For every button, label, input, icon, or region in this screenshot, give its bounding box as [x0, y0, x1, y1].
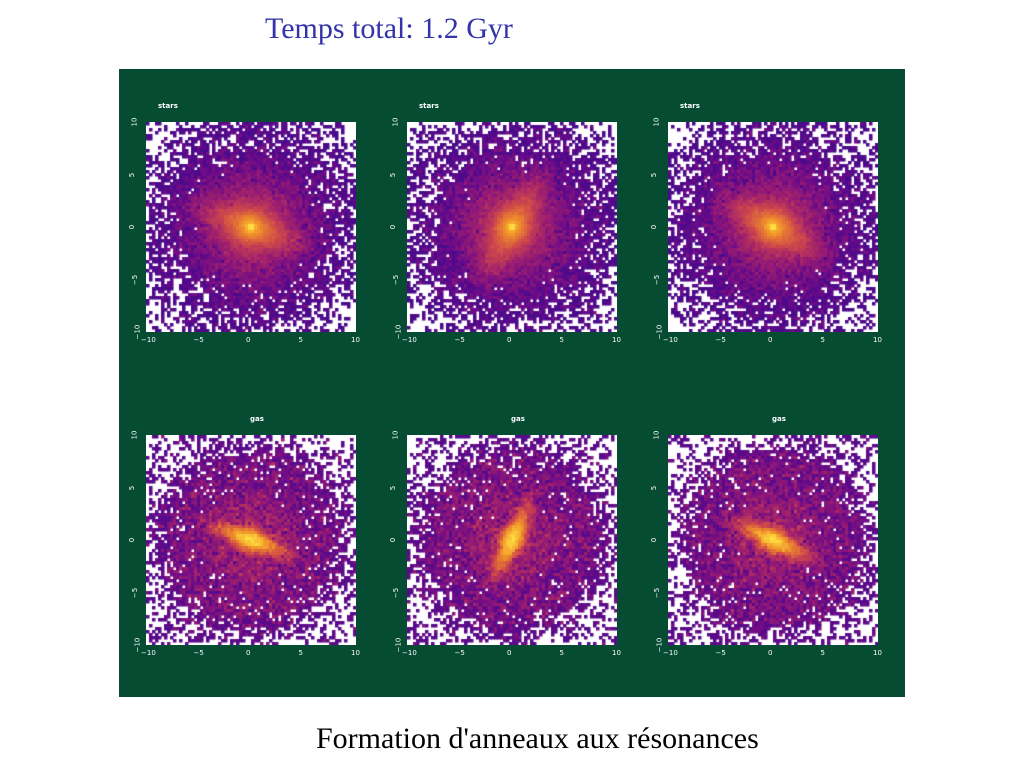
x-tick-label: 10 [612, 649, 621, 657]
x-tick-label: 5 [298, 649, 303, 657]
x-tick-label: 0 [768, 649, 773, 657]
x-tick-label: −5 [715, 336, 726, 344]
x-tick-label: 5 [298, 336, 303, 344]
density-canvas [668, 435, 878, 645]
x-tick-label: 10 [351, 336, 360, 344]
subplot-gas-2: gas −10 −5 0 5 10 −10 −5 0 5 10 [389, 415, 647, 715]
x-tick-label: −10 [402, 649, 417, 657]
x-tick-label: −5 [193, 336, 204, 344]
x-tick-label: 0 [507, 336, 512, 344]
density-map [668, 435, 878, 645]
x-tick-label: 10 [351, 649, 360, 657]
x-tick-label: 5 [820, 649, 825, 657]
y-tick-label: 10 [652, 430, 661, 440]
density-canvas [407, 122, 617, 332]
x-tick-label: −10 [663, 336, 678, 344]
y-tick-label: −10 [133, 324, 142, 340]
y-tick-label: 5 [389, 172, 398, 177]
x-tick-label: −5 [715, 649, 726, 657]
subplot-title: gas [772, 415, 786, 423]
simulation-figure: stars −10 −5 0 5 10 −10 −5 0 5 10 stars −10 −5 0 5 10… [119, 69, 905, 697]
x-tick-label: −5 [454, 336, 465, 344]
subplot-title: stars [419, 102, 439, 110]
y-tick-label: 0 [128, 537, 137, 543]
y-tick-label: 5 [389, 485, 398, 490]
y-tick-label: −5 [131, 587, 140, 598]
subplot-stars-2: stars −10 −5 0 5 10 −10 −5 0 5 10 [389, 102, 647, 402]
density-map [407, 435, 617, 645]
y-tick-label: −10 [655, 637, 664, 653]
y-tick-label: 10 [391, 430, 400, 440]
density-map [668, 122, 878, 332]
density-map [146, 435, 356, 645]
subplot-gas-3: gas −10 −5 0 5 10 −10 −5 0 5 10 [650, 415, 908, 715]
y-tick-label: 5 [128, 172, 137, 177]
x-tick-label: −5 [454, 649, 465, 657]
y-tick-label: −10 [655, 324, 664, 340]
x-tick-label: 5 [559, 336, 564, 344]
x-tick-label: 0 [507, 649, 512, 657]
subplot-title: gas [511, 415, 525, 423]
y-tick-label: 10 [130, 430, 139, 440]
x-tick-label: 0 [246, 649, 251, 657]
y-tick-label: −5 [653, 587, 662, 598]
x-tick-label: −10 [141, 649, 156, 657]
y-tick-label: 0 [128, 224, 137, 230]
x-tick-label: 0 [246, 336, 251, 344]
density-canvas [146, 122, 356, 332]
y-tick-label: −5 [392, 274, 401, 285]
y-tick-label: 0 [650, 537, 659, 543]
density-canvas [407, 435, 617, 645]
y-tick-label: 5 [650, 485, 659, 490]
y-tick-label: 10 [652, 117, 661, 127]
y-tick-label: 5 [128, 485, 137, 490]
density-map [407, 122, 617, 332]
y-tick-label: 0 [389, 537, 398, 543]
y-tick-label: 0 [389, 224, 398, 230]
subplot-title: stars [158, 102, 178, 110]
subplot-title: gas [250, 415, 264, 423]
y-tick-label: −5 [653, 274, 662, 285]
density-canvas [146, 435, 356, 645]
x-tick-label: 5 [820, 336, 825, 344]
y-tick-label: 10 [130, 117, 139, 127]
density-canvas [668, 122, 878, 332]
x-tick-label: −5 [193, 649, 204, 657]
x-tick-label: 10 [873, 649, 882, 657]
y-tick-label: 10 [391, 117, 400, 127]
y-tick-label: 5 [650, 172, 659, 177]
x-tick-label: −10 [402, 336, 417, 344]
y-tick-label: −10 [133, 637, 142, 653]
x-tick-label: −10 [663, 649, 678, 657]
y-tick-label: 0 [650, 224, 659, 230]
y-tick-label: −10 [394, 637, 403, 653]
slide-caption: Formation d'anneaux aux résonances [316, 722, 759, 755]
y-tick-label: −5 [131, 274, 140, 285]
x-tick-label: 10 [873, 336, 882, 344]
subplot-gas-1: gas −10 −5 0 5 10 −10 −5 0 5 10 [128, 415, 386, 715]
subplot-title: stars [680, 102, 700, 110]
subplot-stars-1: stars −10 −5 0 5 10 −10 −5 0 5 10 [128, 102, 386, 402]
slide-title: Temps total: 1.2 Gyr [265, 12, 513, 45]
x-tick-label: 5 [559, 649, 564, 657]
subplot-stars-3: stars −10 −5 0 5 10 −10 −5 0 5 10 [650, 102, 908, 402]
x-tick-label: 0 [768, 336, 773, 344]
y-tick-label: −10 [394, 324, 403, 340]
density-map [146, 122, 356, 332]
x-tick-label: −10 [141, 336, 156, 344]
y-tick-label: −5 [392, 587, 401, 598]
x-tick-label: 10 [612, 336, 621, 344]
